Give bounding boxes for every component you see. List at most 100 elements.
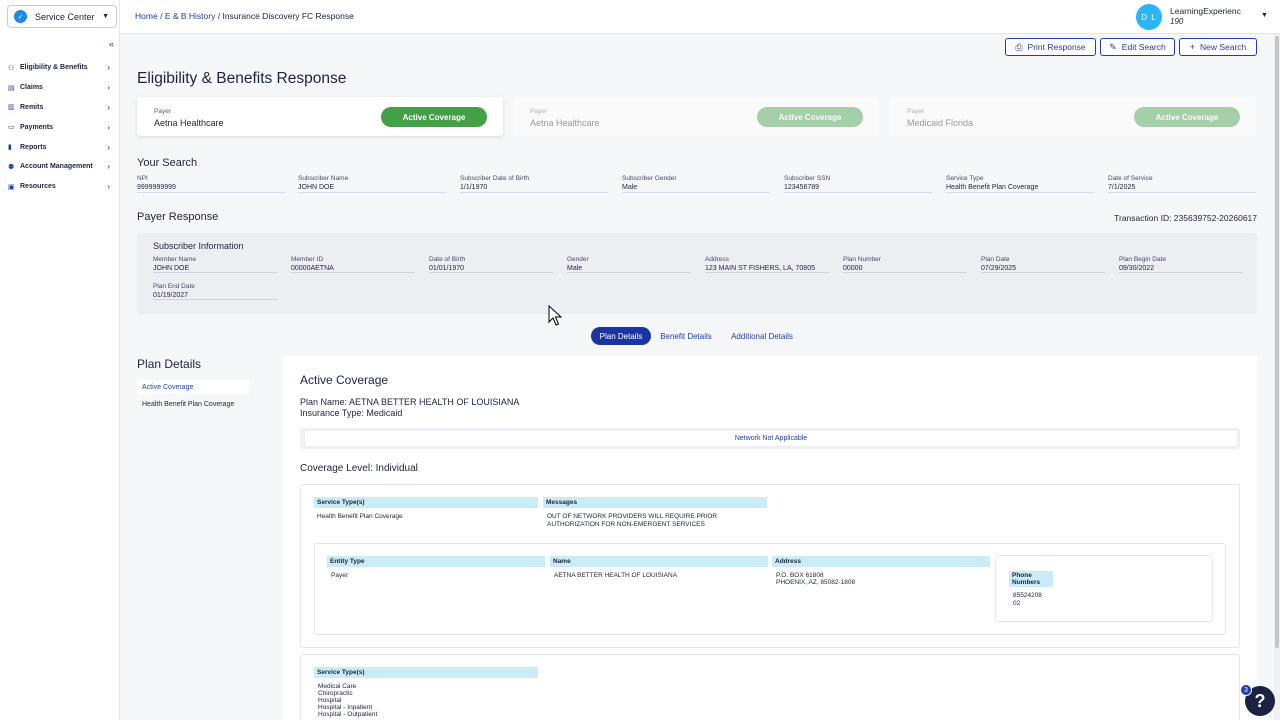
table-header: Service Type(s) xyxy=(314,667,538,678)
phone-box xyxy=(995,555,1213,622)
chevron-right-icon: › xyxy=(107,102,110,112)
mouse-cursor-icon xyxy=(548,305,562,326)
plus-icon: + xyxy=(1189,42,1195,52)
sidebar-item-label: Payments xyxy=(20,123,54,131)
plan-nav-health-benefit[interactable]: Health Benefit Plan Coverage xyxy=(142,400,235,408)
field-label: Service Type xyxy=(946,175,984,182)
sidebar-item-reports[interactable]: ▮ Reports › xyxy=(0,137,119,157)
user-id: 190 xyxy=(1170,17,1184,26)
field-label: Gender xyxy=(567,256,589,263)
plan-details-title: Plan Details xyxy=(137,357,202,371)
sidebar-item-eligibility[interactable]: ⚇ Eligibility & Benefits › xyxy=(0,58,119,78)
table-header: Entity Type xyxy=(327,556,545,567)
message-value: OUT OF NETWORK PROVIDERS WILL REQUIRE PR… xyxy=(547,513,718,528)
subscriber-plan-end-date: Plan End Date 01/19/2027 xyxy=(153,283,277,300)
search-field-subscriber-dob: Subscriber Date of Birth 1/1/1970 xyxy=(460,175,608,193)
sidebar-item-payments[interactable]: ▭ Payments › xyxy=(0,117,119,137)
service-type-value: Health Benefit Plan Coverage xyxy=(317,513,403,520)
printer-icon: ⎙ xyxy=(1015,41,1023,52)
payer-card[interactable]: Payer Medicaid Florida Active Coverage xyxy=(890,97,1256,136)
tab-plan-details[interactable]: Plan Details xyxy=(591,327,651,345)
payer-label: Payer xyxy=(907,108,924,115)
search-field-npi: NPI 9999999999 xyxy=(137,175,285,193)
user-menu-caret-icon[interactable]: ▼ xyxy=(1261,12,1268,19)
field-label: Member ID xyxy=(291,256,324,263)
subscriber-plan-begin-date: Plan Begin Date 09/30/2022 xyxy=(1119,256,1243,273)
service-type-item: Chiropractic xyxy=(318,690,353,697)
field-label: Plan Begin Date xyxy=(1119,256,1166,263)
field-value: Male xyxy=(622,184,638,191)
breadcrumb-eb-history[interactable]: E & B History xyxy=(164,11,216,21)
service-logo-icon: ✓ xyxy=(14,10,27,23)
sidebar-item-claims[interactable]: ▤ Claims › xyxy=(0,78,119,98)
collapse-sidebar-icon[interactable]: « xyxy=(109,39,115,49)
user-name[interactable]: LearningExperienc xyxy=(1170,6,1241,16)
field-label: Member Name xyxy=(153,256,196,263)
search-field-date-of-service: Date of Service 7/1/2025 xyxy=(1108,175,1256,193)
field-label: Subscriber Date of Birth xyxy=(460,175,530,182)
table-header: Service Type(s) xyxy=(314,497,538,508)
search-field-subscriber-gender: Subscriber Gender Male xyxy=(622,175,770,193)
sidebar-item-label: Remits xyxy=(20,103,44,111)
service-type-item: Medical Care xyxy=(318,683,357,690)
subscriber-plan-date: Plan Date 07/29/2025 xyxy=(981,256,1105,273)
active-coverage-title: Active Coverage xyxy=(300,373,389,387)
payer-response-title: Payer Response xyxy=(137,211,219,223)
field-value: 7/1/2025 xyxy=(1108,184,1136,191)
field-value: 9999999999 xyxy=(137,184,176,191)
sidebar-item-remits[interactable]: ▥ Remits › xyxy=(0,98,119,118)
new-search-button[interactable]: + New Search xyxy=(1179,38,1257,56)
field-label: Subscriber SSN xyxy=(784,175,831,182)
field-value: 123456789 xyxy=(784,184,820,191)
subscriber-gender: Gender Male xyxy=(567,256,691,273)
field-label: NPI xyxy=(137,175,148,182)
scrollbar-thumb[interactable] xyxy=(1275,36,1279,648)
service-type-item: Hospital - Outpatient xyxy=(318,711,378,718)
subscriber-plan-number: Plan Number 00000 xyxy=(843,256,967,273)
service-type-item: Hospital - Inpatient xyxy=(318,704,373,711)
subscriber-member-name: Member Name JOHN DOE xyxy=(153,256,277,273)
payer-label: Payer xyxy=(530,108,547,115)
tab-benefit-details[interactable]: Benefit Details xyxy=(660,331,712,341)
chevron-right-icon: › xyxy=(107,162,110,172)
sidebar-item-label: Reports xyxy=(20,143,47,151)
page-title: Eligibility & Benefits Response xyxy=(137,70,347,87)
your-search-title: Your Search xyxy=(137,157,198,169)
field-label: Plan End Date xyxy=(153,283,195,290)
payer-card[interactable]: Payer Aetna Healthcare Active Coverage xyxy=(137,97,503,136)
avatar[interactable]: D L xyxy=(1136,4,1162,30)
phone-line-2: 02 xyxy=(1013,600,1021,607)
field-value: 09/30/2022 xyxy=(1119,265,1155,272)
users-icon: ⚇ xyxy=(8,64,15,72)
sidebar-item-label: Eligibility & Benefits xyxy=(20,64,88,72)
breadcrumb-home[interactable]: Home xyxy=(135,11,158,21)
service-types-box xyxy=(300,654,1240,720)
sidebar-item-resources[interactable]: ▣ Resources › xyxy=(0,177,119,197)
field-label: Address xyxy=(705,256,729,263)
payer-name: Aetna Healthcare xyxy=(530,118,600,128)
active-coverage-badge: Active Coverage xyxy=(757,107,863,127)
service-center-select[interactable]: ✓ Service Center ▼ xyxy=(7,5,117,28)
people-icon: ⚉ xyxy=(8,163,15,171)
chevron-right-icon: › xyxy=(107,122,110,132)
sidebar-item-account-management[interactable]: ⚉ Account Management › xyxy=(0,157,119,177)
print-response-button[interactable]: ⎙ Print Response xyxy=(1005,38,1096,56)
subscriber-info-title: Subscriber Information xyxy=(153,241,244,251)
print-response-label: Print Response xyxy=(1027,42,1086,52)
table-header: Messages xyxy=(543,497,767,508)
field-value: 1/1/1970 xyxy=(460,184,488,191)
field-value: 00000 xyxy=(843,265,863,272)
payer-card[interactable]: Payer Aetna Healthcare Active Coverage xyxy=(513,97,879,136)
phone-line-1: 85524208 xyxy=(1013,592,1042,599)
table-header: Address xyxy=(772,556,990,567)
edit-search-label: Edit Search xyxy=(1121,42,1166,52)
field-value: JOHN DOE xyxy=(153,265,190,272)
pencil-icon: ✎ xyxy=(1109,41,1117,52)
field-value: 01/19/2027 xyxy=(153,292,189,299)
plan-nav-active-coverage[interactable]: Active Coverage xyxy=(137,380,249,394)
edit-search-button[interactable]: ✎ Edit Search xyxy=(1100,38,1175,56)
service-center-label: Service Center xyxy=(35,11,95,22)
sidebar-item-label: Account Management xyxy=(20,163,93,171)
tab-additional-details[interactable]: Additional Details xyxy=(731,331,793,341)
card-icon: ▭ xyxy=(8,124,15,132)
